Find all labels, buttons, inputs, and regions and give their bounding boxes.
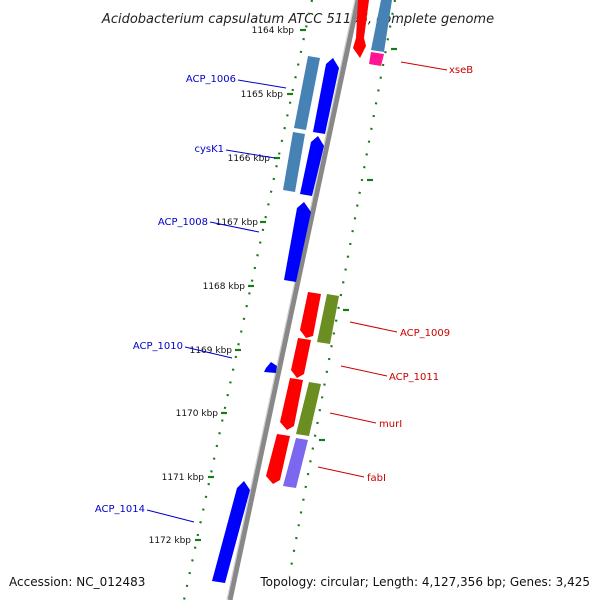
scale-label: 1167 kbp [216, 218, 259, 228]
gene-muri-olive[interactable] [296, 382, 321, 436]
label-cysk1[interactable]: cysK1 [194, 144, 224, 155]
scale-label: 1169 kbp [190, 346, 233, 356]
label-acp1009[interactable]: ACP_1009 [400, 328, 450, 339]
label-xseb[interactable]: xseB [449, 65, 473, 76]
scale-label: 1171 kbp [162, 473, 205, 483]
label-leaders [146, 61, 448, 523]
map-title: Acidobacterium capsulatum ATCC 51196, co… [101, 12, 494, 27]
gene-muri[interactable] [280, 378, 303, 430]
scale-label: 1172 kbp [149, 536, 192, 546]
genome-backbone [226, 0, 361, 600]
gene-acp1010[interactable] [264, 362, 277, 373]
gene-acp1014[interactable] [212, 481, 250, 583]
scale-labels: 1164 kbp 1165 kbp 1166 kbp 1167 kbp 1168… [149, 26, 295, 546]
gene-fabi-purple[interactable] [283, 438, 308, 488]
gene-acp1009[interactable] [300, 292, 321, 338]
gene-xseb-steel[interactable] [371, 0, 392, 52]
gene-labels: ACP_1006 cysK1 ACP_1008 ACP_1010 ACP_101… [95, 65, 473, 515]
label-acp1014[interactable]: ACP_1014 [95, 504, 145, 515]
gene-cysk1[interactable] [300, 136, 324, 196]
scale-track-right [283, 0, 397, 600]
gene-xseb-upstream[interactable] [353, 0, 369, 58]
accession-text: Accession: NC_012483 [9, 575, 145, 589]
reverse-strand-genes [266, 0, 392, 488]
gene-xseb[interactable] [369, 52, 384, 66]
label-acp1010[interactable]: ACP_1010 [133, 341, 183, 352]
scale-label: 1166 kbp [228, 154, 271, 164]
gene-acp1008[interactable] [284, 202, 311, 282]
topology-text: Topology: circular; Length: 4,127,356 bp… [259, 575, 590, 589]
label-muri[interactable]: murI [379, 419, 402, 430]
gene-acp1006[interactable] [313, 58, 339, 134]
scale-label: 1165 kbp [241, 90, 284, 100]
scale-label: 1164 kbp [252, 26, 295, 36]
label-acp1008[interactable]: ACP_1008 [158, 217, 208, 228]
gene-acp1009-olive[interactable] [317, 294, 339, 344]
gene-fabi[interactable] [266, 434, 290, 484]
label-fabi[interactable]: fabI [367, 473, 386, 484]
gene-acp1006-shadow[interactable] [294, 56, 320, 130]
scale-label: 1168 kbp [203, 282, 246, 292]
footer-backdrop-right [258, 572, 594, 592]
scale-label: 1170 kbp [176, 409, 219, 419]
gene-cysk1-shadow[interactable] [283, 132, 305, 192]
footer-backdrop-left [6, 572, 148, 592]
gene-acp1011[interactable] [291, 338, 311, 378]
forward-strand-genes [212, 56, 339, 583]
major-ticks [195, 28, 397, 542]
label-acp1006[interactable]: ACP_1006 [186, 74, 236, 85]
label-acp1011[interactable]: ACP_1011 [389, 372, 439, 383]
